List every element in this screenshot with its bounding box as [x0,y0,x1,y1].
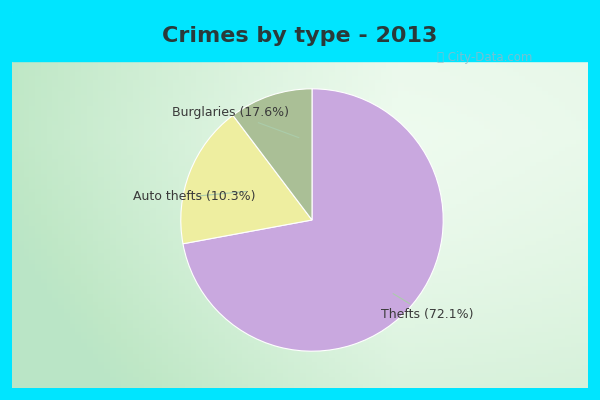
Text: Crimes by type - 2013: Crimes by type - 2013 [163,26,437,46]
Text: Burglaries (17.6%): Burglaries (17.6%) [172,106,299,138]
Wedge shape [183,89,443,351]
Text: ⓘ City-Data.com: ⓘ City-Data.com [437,51,532,64]
Wedge shape [181,115,312,244]
Bar [12,12,588,61]
Text: Thefts (72.1%): Thefts (72.1%) [381,294,474,321]
Text: Auto thefts (10.3%): Auto thefts (10.3%) [133,190,255,203]
Wedge shape [233,89,312,220]
